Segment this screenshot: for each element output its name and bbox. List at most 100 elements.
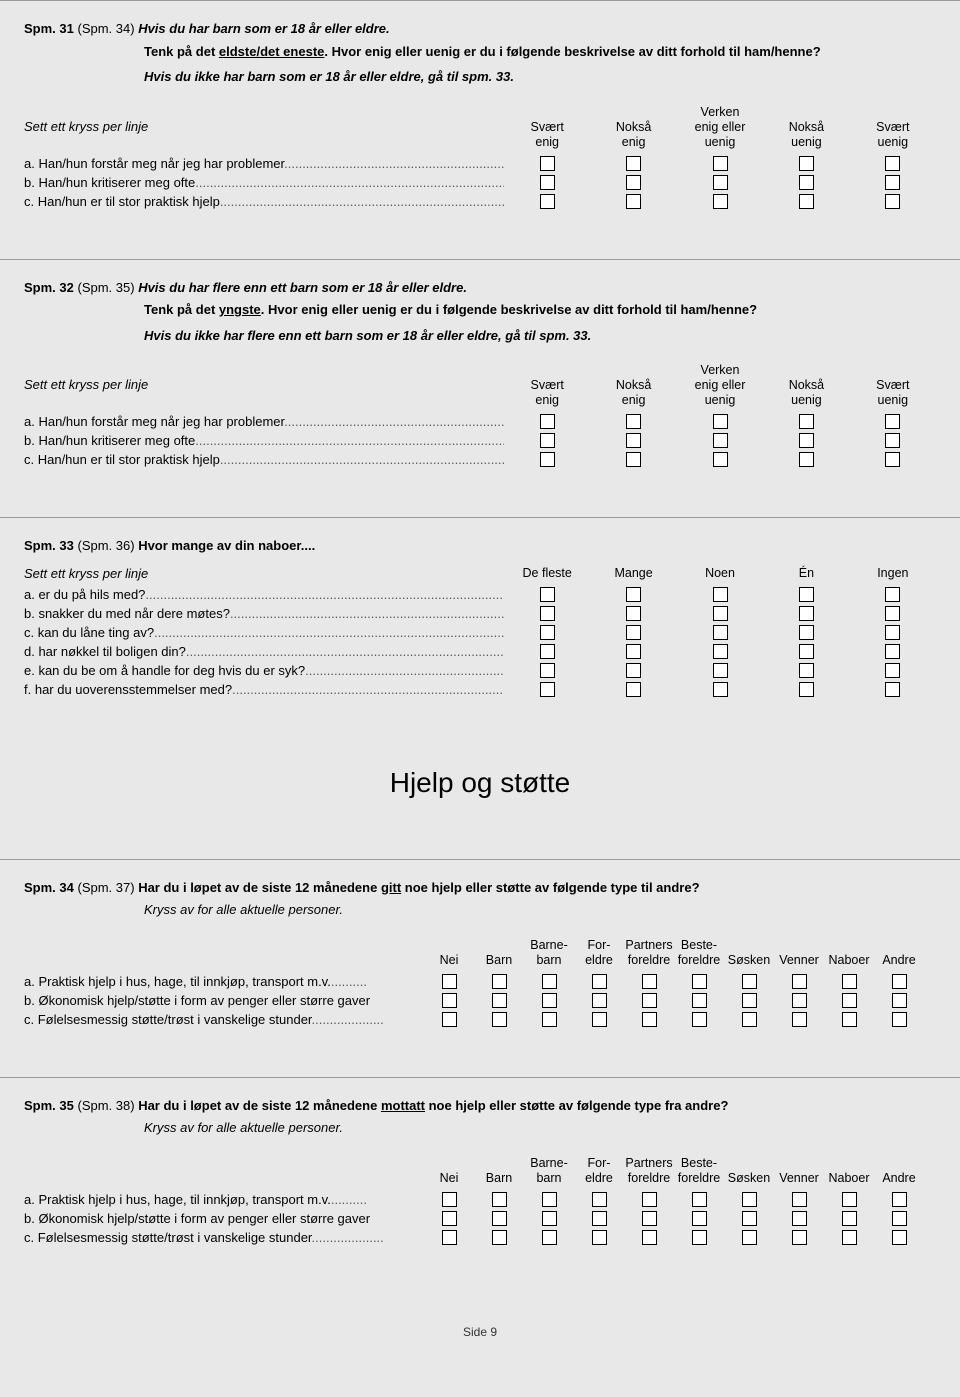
- checkbox[interactable]: [442, 1192, 457, 1207]
- checkbox[interactable]: [799, 414, 814, 429]
- checkbox[interactable]: [713, 452, 728, 467]
- checkbox[interactable]: [892, 1230, 907, 1245]
- checkbox[interactable]: [592, 993, 607, 1008]
- checkbox[interactable]: [842, 1012, 857, 1027]
- checkbox[interactable]: [692, 1012, 707, 1027]
- checkbox[interactable]: [442, 974, 457, 989]
- checkbox[interactable]: [713, 663, 728, 678]
- checkbox[interactable]: [842, 1192, 857, 1207]
- checkbox[interactable]: [626, 156, 641, 171]
- checkbox[interactable]: [792, 974, 807, 989]
- checkbox[interactable]: [492, 1192, 507, 1207]
- checkbox[interactable]: [592, 1211, 607, 1226]
- checkbox[interactable]: [642, 974, 657, 989]
- checkbox[interactable]: [626, 433, 641, 448]
- checkbox[interactable]: [540, 414, 555, 429]
- checkbox[interactable]: [542, 1012, 557, 1027]
- checkbox[interactable]: [592, 1230, 607, 1245]
- checkbox[interactable]: [626, 175, 641, 190]
- checkbox[interactable]: [626, 452, 641, 467]
- checkbox[interactable]: [592, 974, 607, 989]
- checkbox[interactable]: [799, 452, 814, 467]
- checkbox[interactable]: [892, 993, 907, 1008]
- checkbox[interactable]: [592, 1012, 607, 1027]
- checkbox[interactable]: [792, 1230, 807, 1245]
- checkbox[interactable]: [799, 625, 814, 640]
- checkbox[interactable]: [540, 175, 555, 190]
- checkbox[interactable]: [442, 1211, 457, 1226]
- checkbox[interactable]: [885, 433, 900, 448]
- checkbox[interactable]: [713, 606, 728, 621]
- checkbox[interactable]: [540, 433, 555, 448]
- checkbox[interactable]: [792, 1211, 807, 1226]
- checkbox[interactable]: [626, 682, 641, 697]
- checkbox[interactable]: [742, 1230, 757, 1245]
- checkbox[interactable]: [626, 194, 641, 209]
- checkbox[interactable]: [885, 682, 900, 697]
- checkbox[interactable]: [885, 156, 900, 171]
- checkbox[interactable]: [692, 1211, 707, 1226]
- checkbox[interactable]: [892, 1192, 907, 1207]
- checkbox[interactable]: [792, 1012, 807, 1027]
- checkbox[interactable]: [540, 194, 555, 209]
- checkbox[interactable]: [626, 625, 641, 640]
- checkbox[interactable]: [799, 606, 814, 621]
- checkbox[interactable]: [540, 452, 555, 467]
- checkbox[interactable]: [542, 974, 557, 989]
- checkbox[interactable]: [713, 175, 728, 190]
- checkbox[interactable]: [713, 625, 728, 640]
- checkbox[interactable]: [492, 974, 507, 989]
- checkbox[interactable]: [626, 663, 641, 678]
- checkbox[interactable]: [885, 587, 900, 602]
- checkbox[interactable]: [692, 1230, 707, 1245]
- checkbox[interactable]: [492, 993, 507, 1008]
- checkbox[interactable]: [842, 1230, 857, 1245]
- checkbox[interactable]: [885, 625, 900, 640]
- checkbox[interactable]: [799, 433, 814, 448]
- checkbox[interactable]: [885, 194, 900, 209]
- checkbox[interactable]: [642, 1230, 657, 1245]
- checkbox[interactable]: [842, 974, 857, 989]
- checkbox[interactable]: [442, 1012, 457, 1027]
- checkbox[interactable]: [742, 1012, 757, 1027]
- checkbox[interactable]: [540, 625, 555, 640]
- checkbox[interactable]: [540, 682, 555, 697]
- checkbox[interactable]: [442, 1230, 457, 1245]
- checkbox[interactable]: [892, 974, 907, 989]
- checkbox[interactable]: [540, 156, 555, 171]
- checkbox[interactable]: [885, 414, 900, 429]
- checkbox[interactable]: [542, 1230, 557, 1245]
- checkbox[interactable]: [492, 1230, 507, 1245]
- checkbox[interactable]: [842, 1211, 857, 1226]
- checkbox[interactable]: [892, 1211, 907, 1226]
- checkbox[interactable]: [742, 1192, 757, 1207]
- checkbox[interactable]: [540, 606, 555, 621]
- checkbox[interactable]: [492, 1211, 507, 1226]
- checkbox[interactable]: [885, 606, 900, 621]
- checkbox[interactable]: [892, 1012, 907, 1027]
- checkbox[interactable]: [885, 644, 900, 659]
- checkbox[interactable]: [542, 1192, 557, 1207]
- checkbox[interactable]: [799, 175, 814, 190]
- checkbox[interactable]: [540, 644, 555, 659]
- checkbox[interactable]: [642, 1192, 657, 1207]
- checkbox[interactable]: [492, 1012, 507, 1027]
- checkbox[interactable]: [799, 644, 814, 659]
- checkbox[interactable]: [885, 663, 900, 678]
- checkbox[interactable]: [713, 156, 728, 171]
- checkbox[interactable]: [885, 175, 900, 190]
- checkbox[interactable]: [742, 974, 757, 989]
- checkbox[interactable]: [692, 974, 707, 989]
- checkbox[interactable]: [713, 587, 728, 602]
- checkbox[interactable]: [540, 587, 555, 602]
- checkbox[interactable]: [626, 414, 641, 429]
- checkbox[interactable]: [626, 606, 641, 621]
- checkbox[interactable]: [642, 1211, 657, 1226]
- checkbox[interactable]: [713, 433, 728, 448]
- checkbox[interactable]: [592, 1192, 607, 1207]
- checkbox[interactable]: [442, 993, 457, 1008]
- checkbox[interactable]: [799, 194, 814, 209]
- checkbox[interactable]: [885, 452, 900, 467]
- checkbox[interactable]: [792, 1192, 807, 1207]
- checkbox[interactable]: [626, 587, 641, 602]
